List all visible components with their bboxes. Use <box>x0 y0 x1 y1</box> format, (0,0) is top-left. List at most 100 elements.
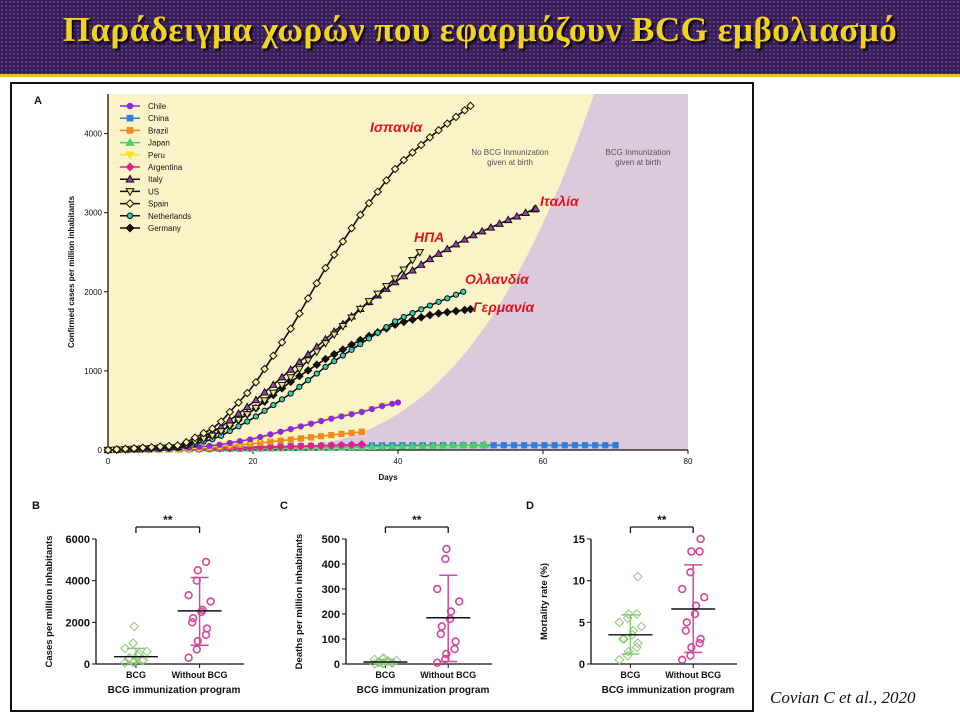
y-tick-label: 10 <box>573 576 585 588</box>
data-point <box>270 401 277 409</box>
y-tick-label: 2000 <box>84 288 102 297</box>
y-tick-label: 0 <box>334 659 340 671</box>
data-point <box>367 442 377 450</box>
data-point <box>251 395 261 404</box>
data-point <box>216 441 223 448</box>
data-point <box>387 441 397 450</box>
data-point <box>433 584 442 594</box>
data-point <box>434 249 444 257</box>
legend-marker <box>125 188 135 197</box>
panel-label: D <box>526 500 534 512</box>
data-point <box>147 442 156 452</box>
data-point <box>184 653 193 662</box>
data-point <box>632 571 643 582</box>
x-tick-label: Without BCG <box>420 670 476 680</box>
data-point <box>369 654 380 665</box>
data-point <box>451 306 461 316</box>
data-point <box>503 215 513 224</box>
data-point <box>687 547 696 556</box>
bcg-region-label: BCG Inmunization <box>606 148 671 157</box>
data-point <box>268 351 278 361</box>
data-point <box>408 257 417 265</box>
data-point <box>690 609 700 619</box>
data-point <box>201 557 211 567</box>
data-point <box>446 607 456 616</box>
data-point <box>307 420 315 427</box>
legend-marker <box>125 199 135 209</box>
data-point <box>328 415 335 422</box>
data-point <box>247 436 254 443</box>
data-point <box>442 649 451 659</box>
x-tick-label: 40 <box>394 457 403 466</box>
data-point <box>382 176 391 185</box>
data-point <box>260 387 270 396</box>
data-point <box>561 442 568 449</box>
data-point <box>225 422 235 431</box>
data-point <box>138 654 149 665</box>
x-axis-label: Days <box>378 473 398 482</box>
panel-b: B 0 2000 4000 6000 BCG Without BCG BCG immuniza… <box>32 500 244 696</box>
data-point <box>329 331 339 340</box>
data-point <box>242 388 252 398</box>
data-point <box>103 445 113 455</box>
x-tick-label: 60 <box>539 457 548 466</box>
panel-a: 0 20 40 60 80 0 1000 2000 3000 4000 Days Confirmed … <box>34 94 693 482</box>
x-tick-label: 20 <box>249 457 258 466</box>
y-tick-label: 100 <box>322 634 340 646</box>
data-point <box>347 223 356 233</box>
legend: Chile China Brazil Japan Peru Argentina Italy U… <box>120 102 191 233</box>
data-point <box>466 101 475 111</box>
x-tick-label: 80 <box>684 457 693 466</box>
data-point <box>277 372 287 381</box>
data-point <box>188 618 197 627</box>
data-point <box>321 263 330 273</box>
data-point <box>337 440 346 450</box>
data-point <box>442 119 452 128</box>
data-point <box>512 211 522 220</box>
y-tick-label: 300 <box>322 584 340 596</box>
data-point <box>287 425 294 433</box>
y-axis-label: Confirmed cases per million inhabitants <box>67 195 76 348</box>
data-point <box>193 636 203 646</box>
legend-marker <box>125 223 135 233</box>
data-point <box>392 318 399 325</box>
data-point <box>202 624 212 633</box>
data-point <box>313 370 320 377</box>
slide-title: Παράδειγμα χωρών που εφαρμόζουν BCG εμβο… <box>62 10 898 49</box>
data-point <box>234 398 243 407</box>
legend-label-germany: Germany <box>148 224 181 233</box>
data-point <box>331 358 338 365</box>
data-point <box>286 324 296 334</box>
y-tick-label: 500 <box>322 534 340 546</box>
data-point <box>207 432 217 441</box>
data-point <box>328 432 335 439</box>
data-point <box>121 444 130 454</box>
data-point <box>383 323 390 331</box>
data-point <box>373 290 383 299</box>
data-point <box>418 306 425 313</box>
data-point <box>623 609 634 619</box>
data-point <box>390 164 400 174</box>
data-point <box>394 399 402 406</box>
data-point <box>242 411 252 419</box>
legend-label-netherlands: Netherlands <box>148 212 191 221</box>
legend-marker <box>125 174 135 183</box>
data-point <box>321 354 330 364</box>
data-point <box>490 442 497 449</box>
no-bcg-region-label: given at birth <box>487 158 533 167</box>
data-point <box>278 396 286 403</box>
data-point <box>466 304 475 314</box>
data-point <box>251 377 261 387</box>
data-point <box>155 442 165 451</box>
data-point <box>358 408 365 416</box>
significance-label: ** <box>657 513 667 527</box>
data-point <box>251 404 261 413</box>
data-point <box>128 638 139 649</box>
data-point <box>129 443 139 453</box>
x-axis-label: BCG immunization program <box>602 685 735 696</box>
data-point <box>612 442 619 449</box>
legend-marker <box>126 102 134 110</box>
data-point <box>305 377 312 384</box>
panel-label: B <box>32 500 40 512</box>
data-point <box>531 442 538 449</box>
